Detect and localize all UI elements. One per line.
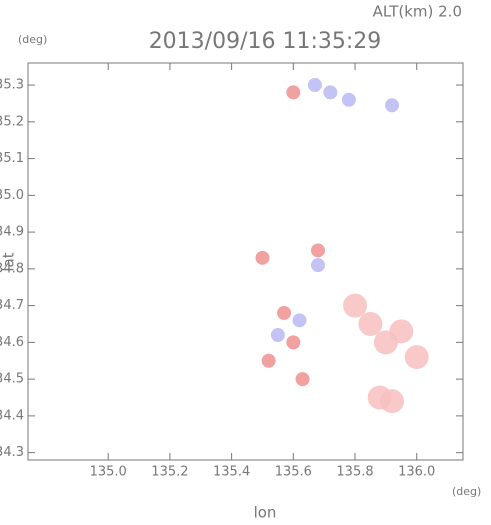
radar-echo <box>270 328 285 343</box>
radar-echo <box>404 345 429 370</box>
radar-echo <box>311 243 325 258</box>
x-tick-label: 135.6 <box>275 465 312 480</box>
y-tick-label: 35.1 <box>0 151 24 166</box>
y-tick-label: 35.0 <box>0 188 24 203</box>
radar-echo <box>323 85 338 100</box>
radar-echo <box>307 78 322 93</box>
y-tick-label: 34.5 <box>0 372 24 387</box>
radar-echo <box>292 313 307 328</box>
radar-echo <box>295 372 310 387</box>
x-tick-label: 135.2 <box>151 465 188 480</box>
radar-echo <box>343 293 368 318</box>
x-tick-label: 135.4 <box>213 465 250 480</box>
y-unit: (deg) <box>18 33 47 46</box>
plot-frame <box>27 62 464 461</box>
y-tick-label: 34.8 <box>0 261 24 276</box>
radar-echo <box>255 250 270 265</box>
x-tick-label: 135.0 <box>90 465 127 480</box>
radar-echo <box>311 258 325 273</box>
x-axis-label: lon <box>254 504 277 522</box>
radar-echo <box>261 353 276 368</box>
y-tick-label: 34.6 <box>0 335 24 350</box>
x-tick-label: 135.8 <box>336 465 373 480</box>
chart-title: 2013/09/16 11:35:29 <box>149 29 382 54</box>
radar-echo <box>341 92 356 107</box>
radar-echo <box>389 319 414 344</box>
x-unit: (deg) <box>452 485 481 498</box>
y-tick-label: 35.2 <box>0 114 24 129</box>
radar-echo <box>277 305 292 320</box>
radar-echo <box>286 335 301 350</box>
y-tick-label: 34.3 <box>0 445 24 460</box>
x-tick-label: 136.0 <box>398 465 435 480</box>
y-tick-label: 34.9 <box>0 225 24 240</box>
y-tick-label: 34.4 <box>0 408 24 423</box>
radar-echo <box>358 311 383 336</box>
y-tick-label: 34.7 <box>0 298 24 313</box>
y-tick-label: 35.3 <box>0 78 24 93</box>
chart-subtitle: ALT(km) 2.0 <box>373 3 462 21</box>
radar-echo <box>286 85 301 100</box>
radar-echo <box>385 98 400 113</box>
y-axis-label: lat <box>0 252 18 271</box>
radar-echo <box>380 389 405 414</box>
